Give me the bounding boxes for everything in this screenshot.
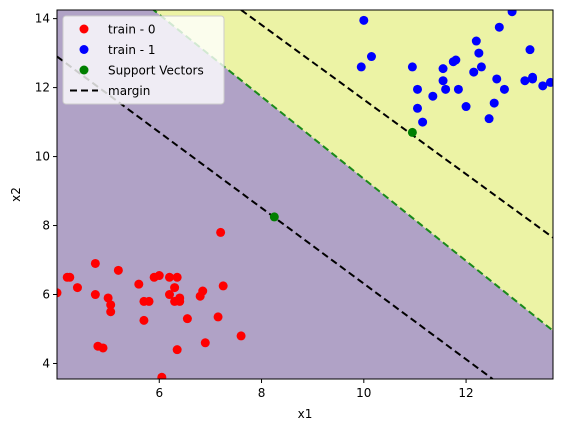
point-train-1 [438, 64, 448, 74]
legend: train - 0 train - 1 Support Vectors margin [62, 15, 225, 105]
point-train-1 [441, 84, 451, 94]
point-train-0 [218, 281, 228, 291]
margin-line-1 [57, 55, 494, 379]
point-train-0 [170, 283, 180, 293]
point-train-1 [366, 52, 376, 62]
point-train-0 [65, 272, 75, 282]
legend-marker-support-vectors [79, 65, 89, 75]
legend-box [62, 15, 225, 105]
point-train-0 [164, 272, 174, 282]
point-support-vectors [407, 127, 417, 137]
point-train-1 [412, 84, 422, 94]
point-train-1 [538, 81, 548, 91]
legend-marker-train-1 [79, 45, 89, 54]
point-train-0 [103, 293, 113, 303]
point-train-1 [418, 117, 428, 127]
point-train-1 [469, 67, 479, 77]
point-train-1 [494, 22, 504, 32]
y-axis-label: x2 [9, 187, 23, 202]
point-train-1 [499, 84, 509, 94]
point-train-0 [144, 296, 154, 306]
point-train-1 [484, 114, 494, 124]
x-axis-ticks: 6 8 10 12 [155, 379, 474, 400]
decision-boundary-line [152, 10, 553, 332]
y-tick-label: 4 [42, 356, 50, 370]
point-train-1 [489, 98, 499, 108]
x-tick-label: 12 [458, 386, 473, 400]
y-tick-label: 8 [42, 219, 50, 233]
point-train-0 [90, 258, 100, 268]
x-tick-label: 10 [356, 386, 371, 400]
point-train-1 [451, 55, 461, 65]
point-train-0 [213, 312, 223, 322]
point-train-1 [407, 62, 417, 72]
legend-label-margin: margin [108, 84, 150, 98]
point-train-1 [359, 15, 369, 25]
point-train-0 [182, 314, 192, 324]
point-train-1 [476, 62, 486, 72]
point-train-0 [198, 286, 208, 296]
point-train-0 [90, 290, 100, 300]
point-train-1 [474, 48, 484, 58]
point-train-1 [453, 84, 463, 94]
point-train-1 [471, 36, 481, 46]
point-train-1 [492, 74, 502, 84]
point-train-0 [200, 338, 210, 348]
y-axis-ticks: 4 6 8 10 12 14 [35, 12, 57, 370]
point-train-1 [428, 91, 438, 101]
point-train-0 [134, 279, 144, 289]
point-train-1 [520, 76, 530, 86]
margin-line-2 [240, 10, 553, 239]
point-train-1 [461, 102, 471, 112]
point-train-0 [175, 296, 185, 306]
point-train-1 [507, 10, 517, 17]
point-support-vectors [269, 212, 279, 222]
point-train-0 [106, 300, 116, 310]
point-train-0 [172, 272, 182, 282]
legend-label-support-vectors: Support Vectors [108, 64, 204, 78]
point-train-0 [57, 288, 62, 298]
point-train-1 [528, 74, 538, 84]
plot-frame [56, 9, 554, 380]
point-train-0 [106, 307, 116, 317]
point-train-1 [412, 103, 422, 113]
legend-label-train-1: train - 1 [108, 43, 156, 57]
x-tick-label: 6 [155, 386, 163, 400]
point-train-0 [172, 345, 182, 355]
point-train-0 [157, 372, 167, 379]
x-tick-label: 8 [258, 386, 266, 400]
point-train-0 [98, 343, 108, 353]
y-tick-label: 12 [35, 81, 50, 95]
legend-label-train-0: train - 0 [108, 23, 156, 37]
point-train-0 [236, 331, 246, 341]
x-axis-label: x1 [298, 407, 313, 421]
legend-marker-train-0 [79, 24, 89, 34]
point-train-0 [113, 265, 123, 275]
point-train-0 [216, 227, 226, 237]
point-train-1 [545, 77, 553, 87]
point-train-1 [438, 76, 448, 86]
point-train-1 [356, 62, 366, 72]
point-train-0 [154, 271, 164, 281]
y-tick-label: 14 [35, 12, 50, 26]
point-train-0 [72, 283, 82, 293]
point-train-1 [525, 45, 535, 55]
point-train-0 [164, 290, 174, 300]
y-tick-label: 6 [42, 288, 50, 302]
point-train-0 [139, 315, 149, 325]
y-tick-label: 10 [35, 150, 50, 164]
